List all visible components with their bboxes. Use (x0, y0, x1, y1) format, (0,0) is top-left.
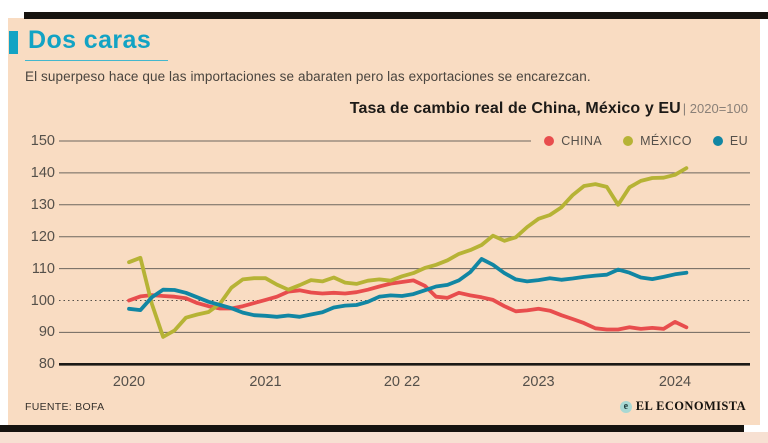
chart-title-text: Tasa de cambio real de China, México y E… (349, 100, 681, 117)
legend-dot-icon (712, 136, 723, 146)
legend-item-méxico: MÉXICO (623, 134, 692, 148)
page-title: Dos caras (28, 26, 152, 54)
chart-subtitle: El superpeso hace que las importaciones … (25, 69, 591, 84)
legend-item-china: CHINA (544, 134, 602, 148)
x-axis-label-2022: 20 22 (383, 374, 421, 390)
y-axis-label-110: 110 (31, 260, 55, 277)
legend-label: CHINA (561, 134, 603, 148)
publisher-logo: e EL ECONOMISTA (619, 399, 746, 414)
y-axis-label-130: 130 (30, 196, 55, 213)
y-axis-label-100: 100 (30, 292, 55, 309)
y-axis-label-80: 80 (38, 356, 55, 373)
series-line-eu (127, 257, 689, 319)
chart-title: Tasa de cambio real de China, México y E… (350, 100, 748, 118)
legend-item-eu: EU (712, 134, 748, 148)
x-axis-label-2020: 2020 (112, 374, 146, 390)
series-line-méxico (127, 166, 689, 339)
bottom-rule (0, 425, 744, 432)
x-axis-label-2024: 2024 (658, 374, 692, 390)
legend-dot-icon (544, 136, 555, 146)
source-note: FUENTE: BOFA (25, 401, 105, 413)
publisher-name: EL ECONOMISTA (635, 399, 746, 413)
x-axis-label-2021: 2021 (249, 374, 282, 390)
x-axis-label-2023: 2023 (522, 374, 555, 390)
legend: CHINA MÉXICO EU (544, 132, 748, 150)
legend-dot-icon (623, 136, 634, 146)
title-accent-block (9, 31, 18, 54)
publisher-logo-icon: e (619, 400, 632, 413)
y-axis-label-150: 150 (30, 133, 55, 149)
y-axis-label-120: 120 (30, 228, 55, 245)
y-axis-label-90: 90 (38, 324, 55, 341)
y-axis-label-140: 140 (30, 164, 55, 181)
legend-label: MÉXICO (640, 134, 692, 148)
bottom-strip (0, 432, 768, 443)
legend-label: EU (729, 134, 748, 148)
top-rule (24, 12, 768, 19)
title-underline (25, 60, 168, 61)
chart-index-note: | 2020=100 (682, 101, 748, 116)
chart-panel (8, 18, 760, 425)
series-line-china (127, 278, 689, 332)
